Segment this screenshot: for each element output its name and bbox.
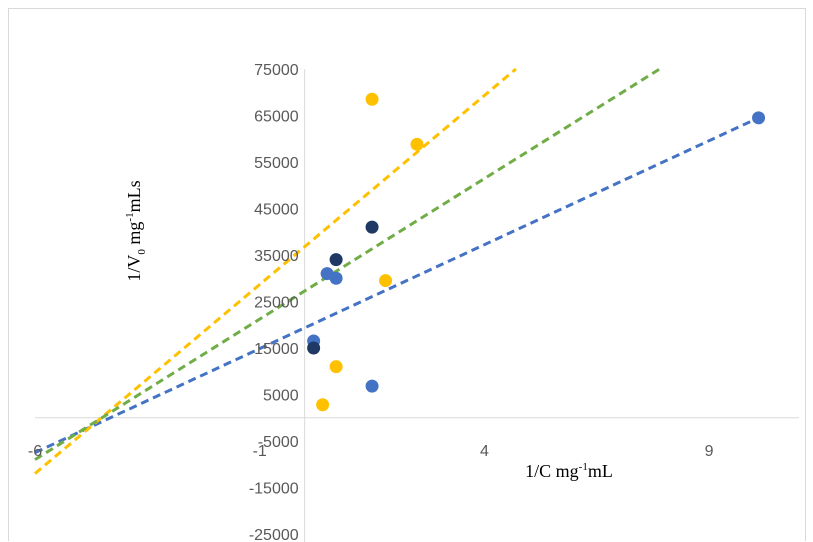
data-point-series-2 — [365, 220, 379, 234]
y-axis-title: 1/V0 mg-1mLs — [124, 180, 148, 281]
chart-area: 75000 65000 55000 45000 35000 25000 15000 5000 -… — [8, 8, 806, 542]
trendline-3 — [34, 67, 517, 475]
data-point-series-3 — [365, 92, 379, 106]
x-tick-label: -1 — [253, 443, 267, 460]
tick-labels: 75000 65000 55000 45000 35000 25000 15000 5000 -… — [28, 62, 714, 542]
trendline-4 — [34, 67, 661, 461]
data-point-series-3 — [410, 137, 424, 151]
axis-titles: 1/C mg-1mL 1/V0 mg-1mLs — [124, 180, 613, 481]
trendline-1 — [34, 116, 760, 454]
y-tick-label: 75000 — [254, 62, 299, 79]
y-tick-label: -25000 — [249, 527, 299, 542]
y-tick-label: 5000 — [263, 388, 299, 405]
data-point-series-1 — [752, 111, 766, 125]
data-points — [307, 92, 766, 412]
data-point-series-1 — [365, 379, 379, 393]
x-tick-label: 9 — [705, 443, 714, 460]
data-point-series-3 — [316, 398, 330, 412]
y-tick-label: 55000 — [254, 155, 299, 172]
y-tick-label: 25000 — [254, 295, 299, 312]
data-point-series-2 — [307, 341, 321, 355]
data-point-series-3 — [329, 360, 343, 374]
data-point-series-3 — [379, 274, 393, 288]
y-tick-label: -15000 — [249, 481, 299, 498]
y-tick-label: 65000 — [254, 109, 299, 126]
y-tick-label: -5000 — [258, 434, 299, 451]
y-tick-label: 15000 — [254, 341, 299, 358]
x-tick-label: -6 — [28, 443, 42, 460]
axes — [35, 69, 799, 542]
trendlines — [34, 67, 760, 475]
x-axis-title: 1/C mg-1mL — [525, 461, 613, 481]
y-tick-label: 45000 — [254, 202, 299, 219]
x-tick-label: 4 — [480, 443, 489, 460]
data-point-series-1 — [329, 271, 343, 285]
y-tick-label: 35000 — [254, 248, 299, 265]
scatter-plot: 75000 65000 55000 45000 35000 25000 15000 5000 -… — [28, 62, 799, 542]
data-point-series-2 — [329, 253, 343, 267]
